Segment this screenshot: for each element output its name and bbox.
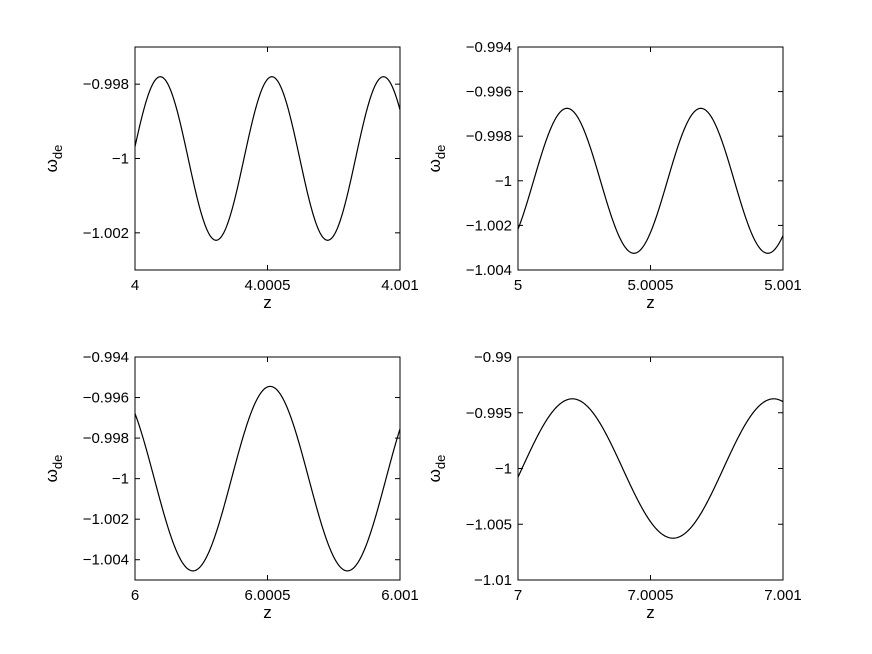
y-axis-label-main: ω [425,469,444,482]
subplot-2: 5 5.0005 5.001 −0.994 −0.996 −0.998 −1 −1.002 −1… [425,39,802,312]
y-axis-label: ωde [425,145,448,173]
y-tick-label: −0.994 [83,349,129,366]
y-axis-label: ωde [42,455,65,483]
x-axis-label: z [263,603,272,622]
y-tick-label: −0.998 [83,76,129,93]
series-line [518,398,783,539]
y-tick-label: −0.99 [474,349,512,366]
y-tick-label: −1 [112,471,129,488]
y-axis-label: ωde [42,145,65,173]
y-tick-label: −1.01 [474,572,512,589]
subplot-1: 4 4.0005 4.001 −0.998 −1 −1.002 z ωde [42,46,419,312]
x-tick-label: 7.001 [764,587,802,604]
x-tick-label: 5 [514,277,522,294]
x-tick-label: 6.001 [381,587,419,604]
x-tick-label: 7.0005 [628,587,674,604]
x-tick-label: 6 [131,587,139,604]
series-line [135,76,400,241]
plot-frame [517,46,784,271]
y-tick-label: −1 [495,173,512,190]
y-tick-label: −1 [495,461,512,478]
x-tick-label: 6.0005 [245,587,291,604]
y-tick-label: −1.002 [83,511,129,528]
x-tick-label: 7 [514,587,522,604]
y-axis-label-subscript: de [50,145,65,159]
y-tick-label: −0.994 [466,39,512,56]
x-tick-label: 5.001 [764,277,802,294]
series-line [518,107,783,254]
y-tick-label: −1.004 [83,552,129,569]
y-axis-label-main: ω [42,159,61,172]
y-tick-label: −1.002 [83,225,129,242]
y-tick-label: −0.995 [466,405,512,422]
y-axis-label: ωde [425,455,448,483]
x-tick-label: 4.001 [381,277,419,294]
y-axis-label-subscript: de [433,145,448,159]
y-tick-label: −1.004 [466,262,512,279]
y-tick-label: −1.005 [466,516,512,533]
x-tick-label: 4.0005 [245,277,291,294]
y-tick-label: −0.998 [466,128,512,145]
y-tick-label: −0.996 [83,390,129,407]
plot-frame [134,46,401,271]
subplot-4: 7 7.0005 7.001 −0.99 −0.995 −1 −1.005 −1.01 z ωde [425,349,802,622]
x-axis-label: z [263,293,272,312]
y-tick-label: −1 [112,151,129,168]
y-axis-label-main: ω [425,159,444,172]
y-tick-label: −1.002 [466,217,512,234]
series-line [135,385,400,572]
x-axis-label: z [646,293,655,312]
subplot-3: 6 6.0005 6.001 −0.994 −0.996 −0.998 −1 −1.002 −1… [42,349,419,622]
y-axis-label-subscript: de [433,455,448,469]
y-tick-label: −0.998 [83,430,129,447]
y-tick-label: −0.996 [466,84,512,101]
x-axis-label: z [646,603,655,622]
x-tick-label: 5.0005 [628,277,674,294]
plot-frame [517,356,784,581]
y-axis-label-subscript: de [50,455,65,469]
y-axis-label-main: ω [42,469,61,482]
x-tick-label: 4 [131,277,139,294]
